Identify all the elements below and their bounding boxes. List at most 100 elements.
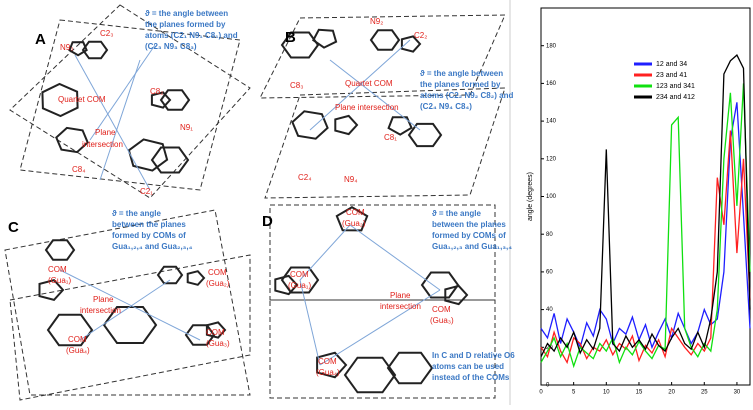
y-tick-label: 120 (546, 156, 557, 162)
y-tick-label: 140 (546, 119, 557, 125)
atom-label: (Gua₂) (206, 279, 230, 288)
ring (161, 90, 189, 109)
legend-label: 12 and 34 (656, 61, 687, 68)
atom-label: (Gua₂) (342, 219, 366, 228)
panel-letter: A (35, 31, 46, 48)
x-tick-label: 10 (603, 390, 610, 396)
ring (345, 358, 395, 393)
x-tick-label: 25 (701, 390, 708, 396)
y-tick-label: 80 (546, 232, 553, 238)
panel-letter: C (8, 219, 19, 236)
ring (292, 111, 327, 138)
atom-label: N9₁ (180, 123, 193, 132)
atom-label: Plane intersection (335, 103, 399, 112)
definition-text: atoms (C2₁ N9₁ C8₁) and (145, 31, 238, 40)
y-tick-label: 40 (546, 307, 553, 313)
atom-label: intersection (380, 302, 421, 311)
atom-label: (Gua₃) (206, 339, 230, 348)
x-tick-label: 20 (668, 390, 675, 396)
ring (422, 273, 458, 298)
definition-text: the planes formed by (420, 80, 501, 89)
ring (188, 271, 204, 285)
atom-label: Plane (390, 291, 411, 300)
atom-label: C2₁ (140, 187, 153, 196)
definition-text: (C2₄ N9₄ C8₄) (420, 102, 472, 111)
legend-label: 123 and 341 (656, 83, 695, 90)
panel-letter: B (285, 29, 296, 46)
connector (350, 225, 440, 290)
definition-text: the planes formed by (145, 20, 226, 29)
definition-text: formed by COMs of (112, 231, 186, 240)
ring (158, 267, 182, 284)
atom-label: COM (48, 265, 67, 274)
x-tick-label: 0 (539, 390, 543, 396)
y-axis-label: angle (degrees) (527, 172, 534, 221)
y-tick-label: 60 (546, 269, 553, 275)
atom-label: COM (206, 328, 225, 337)
x-tick-label: 5 (572, 390, 576, 396)
atom-label: COM (290, 270, 309, 279)
atom-label: Plane (95, 128, 116, 137)
ring (388, 353, 432, 383)
y-tick-label: 160 (546, 81, 557, 87)
plane-outline (270, 300, 495, 398)
connector (330, 60, 420, 130)
y-tick-label: 180 (546, 43, 557, 49)
atom-label: COM (68, 335, 87, 344)
definition-text: between the planes (432, 220, 506, 229)
atom-label: (Gua₁) (48, 276, 71, 285)
definition-text: ϑ = the angle (432, 209, 481, 218)
atom-label: (Gua₃) (430, 316, 454, 325)
atom-label: intersection (80, 306, 121, 315)
ring (389, 117, 412, 134)
atom-label: COM (208, 268, 227, 277)
atom-label: intersection (82, 140, 123, 149)
definition-text: Gua₁,₂,₃ and Gua₁,₃,₄ (432, 242, 512, 251)
figure: Aϑ = the angle between the planes formed … (0, 0, 753, 405)
legend-label: 23 and 41 (656, 72, 687, 79)
atom-label: C2₂ (414, 31, 427, 40)
definition-text: ϑ = the angle between (420, 69, 503, 78)
atom-label: Quartet COM (58, 95, 106, 104)
diagrams (5, 0, 510, 405)
atom-label: COM (346, 208, 365, 217)
note-text: instead of the COMs (432, 373, 510, 382)
legend-label: 234 and 412 (656, 94, 695, 101)
ring (152, 148, 188, 173)
plane-outline (20, 20, 240, 190)
x-tick-label: 15 (636, 390, 643, 396)
atom-label: COM (432, 305, 451, 314)
y-tick-label: 0 (546, 383, 550, 389)
atom-label: COM (318, 357, 337, 366)
atom-label: (Gua₄) (66, 346, 90, 355)
x-tick-label: 30 (734, 390, 741, 396)
ring (129, 139, 167, 170)
definition-text: between the planes (112, 220, 186, 229)
definition-text: ϑ = the angle (112, 209, 161, 218)
atom-label: C8₄ (72, 165, 86, 174)
y-tick-label: 100 (546, 194, 557, 200)
definition-text: (C2₃ N9₃ C8₃) (145, 42, 197, 51)
definition-text: atoms (C2₂ N9₂ C8₂) and (420, 91, 513, 100)
atom-label: Plane (93, 295, 114, 304)
definition-text: Gua₁,₂,₄ and Gua₂,₃,₄ (112, 242, 193, 251)
atom-label: Quartet COM (345, 79, 393, 88)
atom-label: N9₄ (344, 175, 358, 184)
atom-label: (Gua₄) (316, 368, 340, 377)
ring (335, 116, 357, 134)
definition-text: formed by COMs of (432, 231, 506, 240)
atom-label: C8₁ (384, 133, 397, 142)
connector (75, 55, 150, 190)
atom-label: C8₂ (150, 87, 163, 96)
atom-label: N9₂ (370, 17, 383, 26)
ring (46, 240, 74, 259)
atom-label: (Gua₁) (288, 281, 311, 290)
definition-text: ϑ = the angle between (145, 9, 228, 18)
note-text: atoms can be used (432, 362, 504, 371)
panel-letter: D (262, 213, 273, 230)
atom-label: C2₃ (100, 29, 113, 38)
ring (409, 124, 441, 146)
atom-label: C2₄ (298, 173, 312, 182)
note-text: In C and D relative O6 (432, 351, 515, 360)
atom-label: N9₃ (60, 43, 73, 52)
